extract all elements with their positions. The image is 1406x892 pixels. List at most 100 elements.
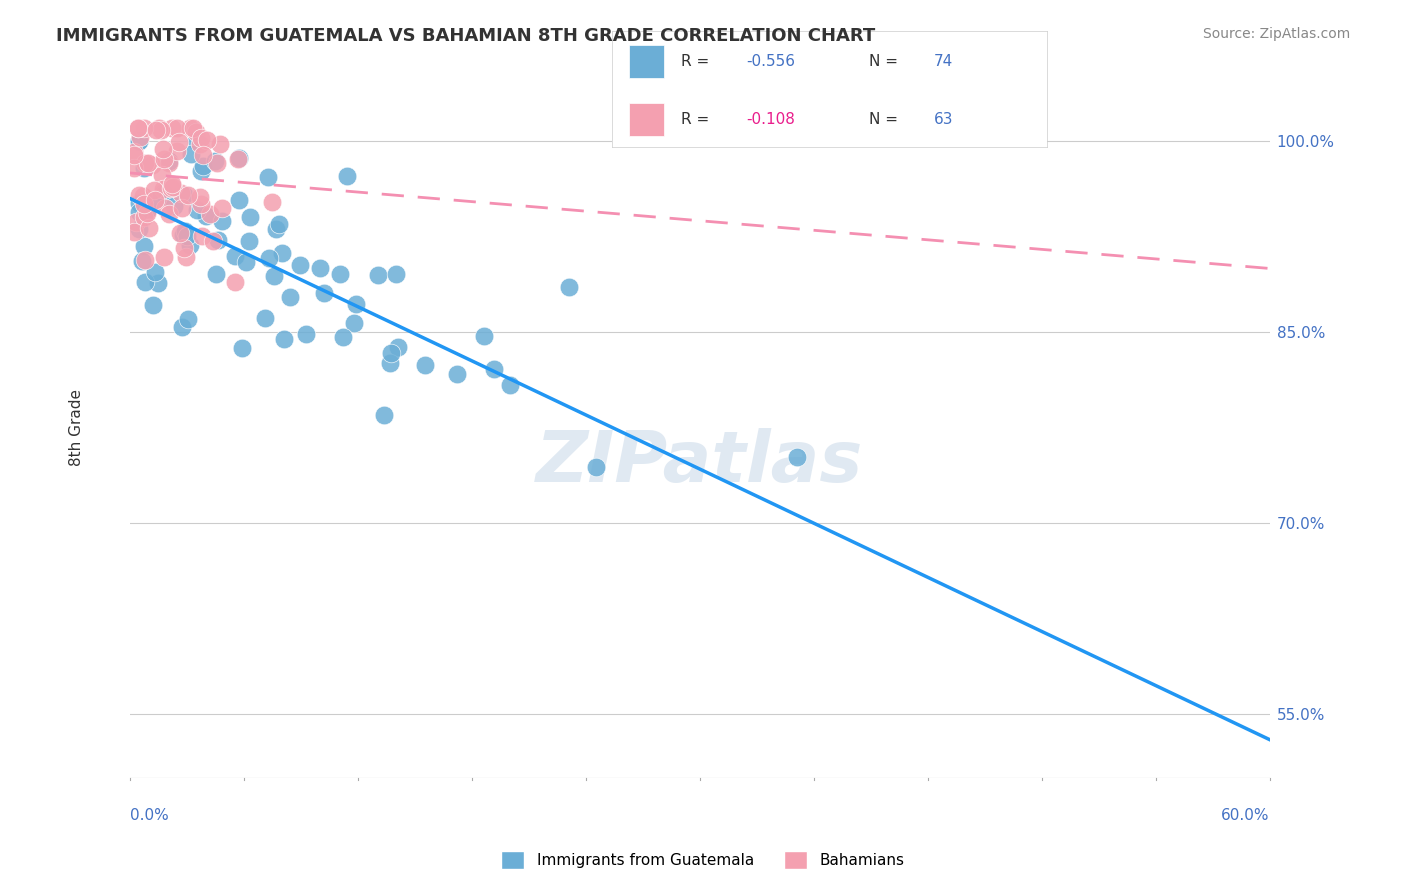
Point: [132, 211, 155, 225]
Point: [498, 378, 520, 392]
Point: [367, 268, 389, 282]
Point: [143, 193, 166, 207]
Point: [224, 249, 246, 263]
Point: [157, 154, 180, 169]
Text: R =: R =: [682, 54, 714, 69]
Point: [190, 131, 212, 145]
Point: [259, 251, 281, 265]
Text: IMMIGRANTS FROM GUATEMALA VS BAHAMIAN 8TH GRADE CORRELATION CHART: IMMIGRANTS FROM GUATEMALA VS BAHAMIAN 8T…: [56, 27, 876, 45]
Point: [472, 329, 495, 343]
Point: [129, 130, 152, 145]
Point: [128, 222, 150, 236]
Point: [329, 267, 352, 281]
Point: [271, 245, 294, 260]
Bar: [628, 45, 664, 78]
Legend: Immigrants from Guatemala, Bahamians: Immigrants from Guatemala, Bahamians: [495, 845, 911, 875]
Point: [380, 345, 402, 359]
Text: 8th Grade: 8th Grade: [69, 389, 84, 467]
Point: [170, 201, 193, 215]
Point: [194, 209, 217, 223]
Point: [195, 133, 218, 147]
Point: [585, 460, 607, 475]
Point: [314, 286, 336, 301]
Text: 60.0%: 60.0%: [1222, 808, 1270, 823]
Point: [125, 215, 148, 229]
Point: [145, 123, 167, 137]
Point: [344, 297, 367, 311]
Point: [143, 265, 166, 279]
Point: [190, 164, 212, 178]
Point: [198, 207, 221, 221]
Point: [191, 148, 214, 162]
Point: [134, 156, 156, 170]
Point: [228, 194, 250, 208]
Point: [173, 188, 195, 202]
Point: [332, 330, 354, 344]
Point: [142, 183, 165, 197]
Point: [238, 234, 260, 248]
Point: [149, 122, 172, 136]
Point: [260, 194, 283, 209]
Point: [128, 134, 150, 148]
Point: [173, 241, 195, 255]
Point: [181, 121, 204, 136]
Point: [153, 152, 176, 166]
Point: [132, 189, 155, 203]
Point: [211, 201, 233, 215]
Point: [263, 268, 285, 283]
Point: [134, 121, 156, 136]
Point: [163, 199, 186, 213]
Point: [228, 151, 250, 165]
Bar: [628, 103, 664, 136]
Text: ZIPatlas: ZIPatlas: [536, 428, 863, 497]
Point: [157, 207, 180, 221]
Point: [152, 186, 174, 200]
Point: [184, 125, 207, 139]
Point: [446, 368, 468, 382]
Point: [239, 210, 262, 224]
Point: [134, 253, 156, 268]
Text: -0.108: -0.108: [747, 112, 796, 127]
Point: [141, 158, 163, 172]
Point: [177, 311, 200, 326]
Text: 74: 74: [934, 54, 953, 69]
Text: 0.0%: 0.0%: [129, 808, 169, 823]
Point: [179, 237, 201, 252]
Point: [384, 267, 406, 281]
Point: [226, 152, 249, 166]
Text: Source: ZipAtlas.com: Source: ZipAtlas.com: [1202, 27, 1350, 41]
Point: [160, 180, 183, 194]
Point: [264, 222, 287, 236]
Point: [176, 228, 198, 243]
Point: [180, 147, 202, 161]
Point: [122, 225, 145, 239]
Point: [557, 280, 579, 294]
Point: [211, 214, 233, 228]
Point: [136, 202, 159, 216]
Point: [257, 170, 280, 185]
Point: [786, 450, 808, 465]
Point: [152, 182, 174, 196]
Point: [128, 188, 150, 202]
Point: [172, 320, 194, 334]
Point: [146, 276, 169, 290]
Point: [387, 340, 409, 354]
Point: [191, 229, 214, 244]
Point: [273, 332, 295, 346]
Point: [150, 168, 173, 182]
Point: [294, 326, 316, 341]
Point: [128, 205, 150, 219]
Point: [166, 121, 188, 136]
Point: [177, 187, 200, 202]
Point: [136, 205, 159, 219]
Point: [157, 155, 180, 169]
Point: [278, 290, 301, 304]
Point: [235, 255, 257, 269]
Point: [204, 154, 226, 169]
Point: [413, 358, 436, 372]
Point: [290, 258, 312, 272]
Point: [170, 186, 193, 201]
Point: [482, 362, 505, 376]
Point: [174, 251, 197, 265]
Text: -0.556: -0.556: [747, 54, 796, 69]
